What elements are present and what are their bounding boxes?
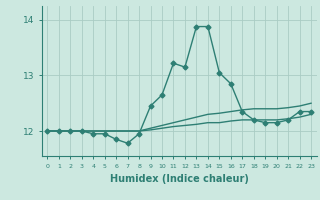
X-axis label: Humidex (Indice chaleur): Humidex (Indice chaleur): [110, 174, 249, 184]
